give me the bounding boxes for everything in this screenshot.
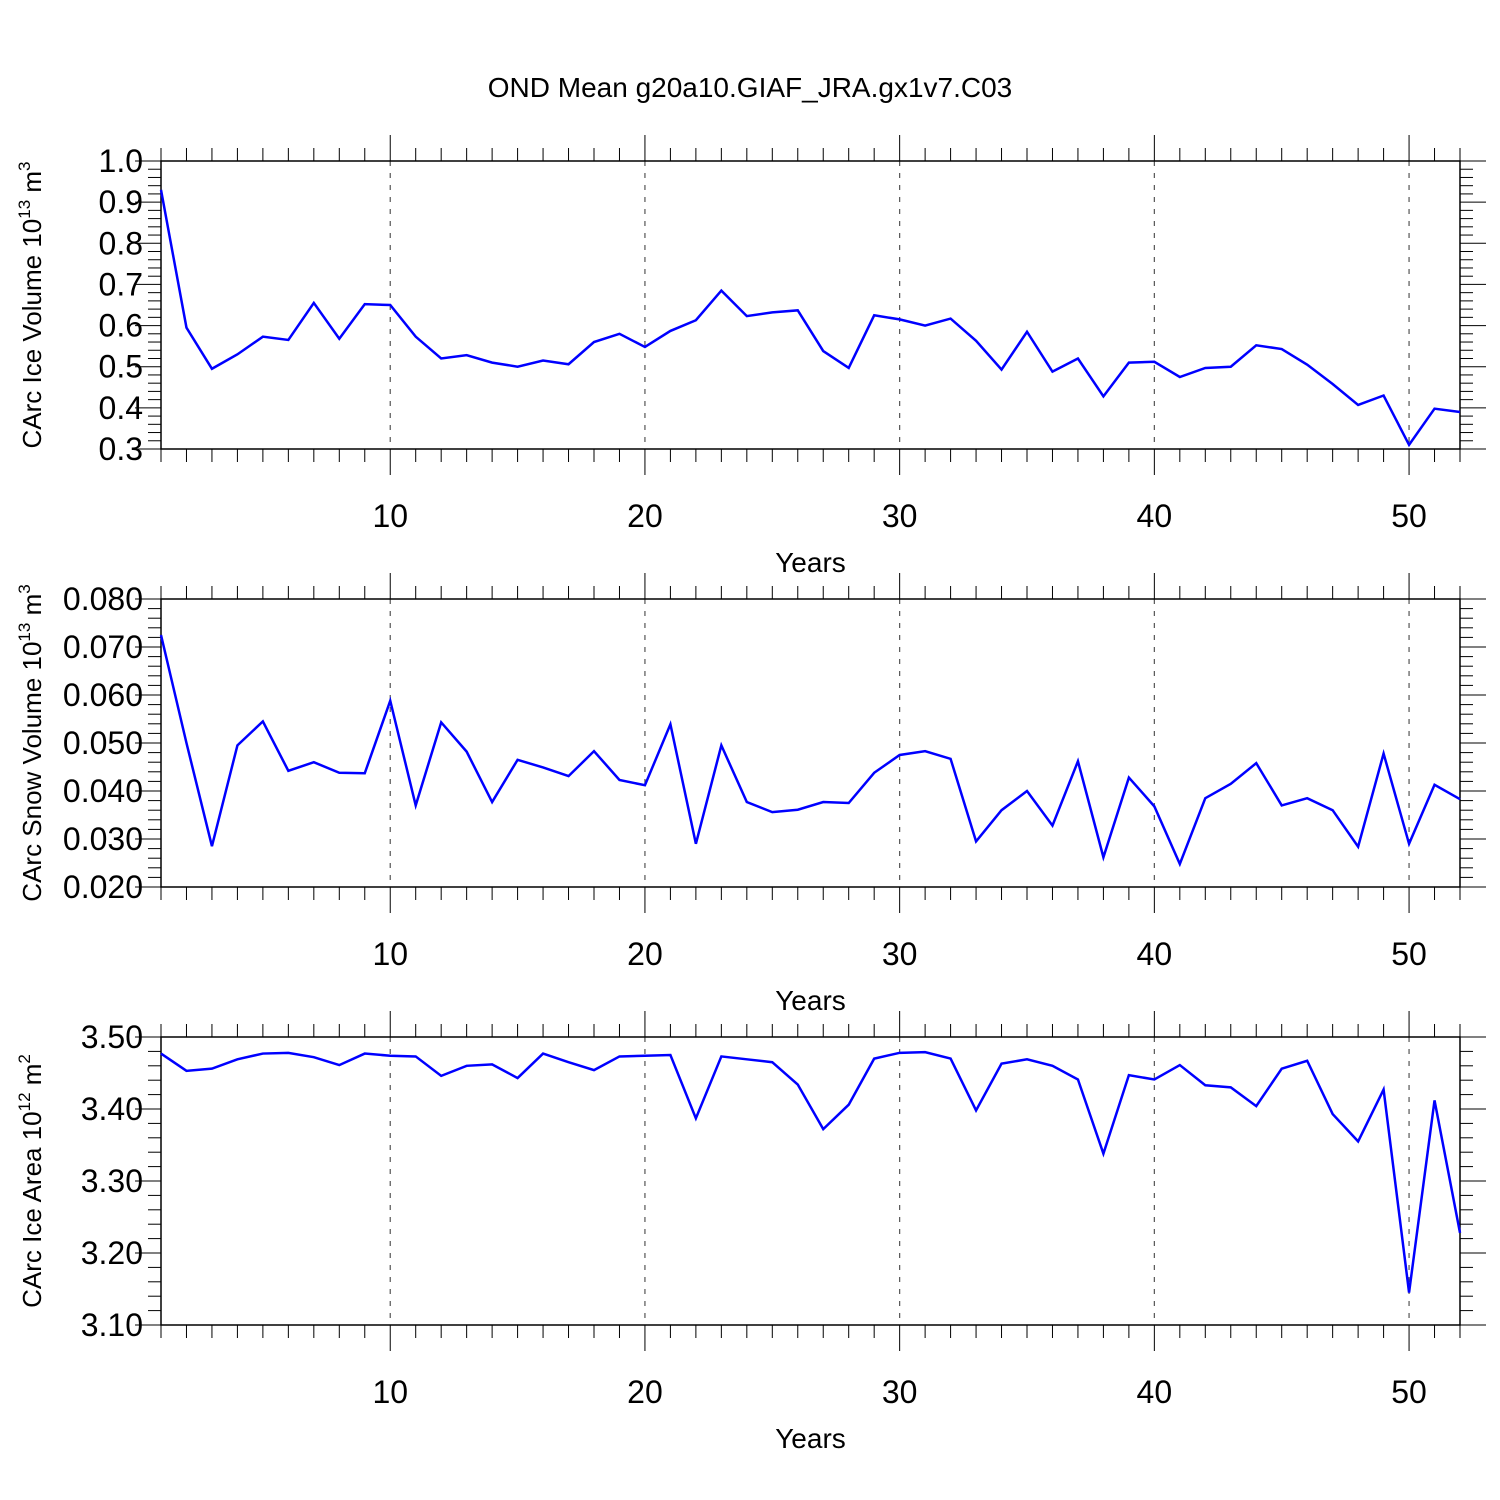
chart-title: OND Mean g20a10.GIAF_JRA.gx1v7.C03 bbox=[488, 72, 1012, 103]
plot-frame bbox=[160, 1036, 1461, 1326]
y-tick-label: 0.6 bbox=[99, 308, 143, 344]
y-axis-label-unit: m bbox=[17, 1064, 47, 1093]
x-tick-label: 40 bbox=[1137, 498, 1173, 534]
y-axis-label-main: CArc Snow Volume 10 bbox=[17, 642, 47, 902]
series-line bbox=[159, 189, 1461, 448]
x-tick-label: 50 bbox=[1391, 936, 1427, 972]
x-axis-label: Years bbox=[775, 547, 846, 578]
y-tick-label: 3.10 bbox=[81, 1307, 143, 1343]
y-tick-label: 0.9 bbox=[99, 184, 143, 220]
x-tick-label: 50 bbox=[1391, 498, 1427, 534]
plot-frame bbox=[160, 160, 1461, 450]
x-axis-label: Years bbox=[775, 985, 846, 1016]
y-axis-label-unit-exponent: 3 bbox=[15, 584, 34, 593]
x-tick-label: 20 bbox=[627, 936, 663, 972]
y-tick-label: 0.3 bbox=[99, 431, 143, 467]
y-tick-label: 0.040 bbox=[63, 773, 143, 809]
y-tick-label: 0.050 bbox=[63, 725, 143, 761]
x-tick-label: 10 bbox=[372, 498, 408, 534]
y-axis-label-unit: m bbox=[17, 594, 47, 623]
x-tick-label: 10 bbox=[372, 1374, 408, 1410]
y-tick-label: 0.070 bbox=[63, 629, 143, 665]
x-tick-label: 10 bbox=[372, 936, 408, 972]
y-tick-label: 0.5 bbox=[99, 349, 143, 385]
series-line bbox=[159, 634, 1461, 868]
x-tick-label: 20 bbox=[627, 498, 663, 534]
y-tick-label: 0.4 bbox=[99, 390, 143, 426]
x-tick-label: 20 bbox=[627, 1374, 663, 1410]
y-tick-label: 3.50 bbox=[81, 1019, 143, 1055]
panel-ice-area: 3.50 3.40 3.30 3.20 3.10 10 20 30 40 50 Years CArc … bbox=[15, 1011, 1486, 1454]
y-tick-label: 0.030 bbox=[63, 821, 143, 857]
x-tick-label: 30 bbox=[882, 936, 918, 972]
y-tick-label: 0.7 bbox=[99, 266, 143, 302]
y-tick-label: 0.060 bbox=[63, 677, 143, 713]
y-tick-label: 0.080 bbox=[63, 581, 143, 617]
y-axis-label: CArc Ice Volume 1013 m3 bbox=[15, 161, 47, 448]
y-axis-label-exponent: 12 bbox=[15, 1092, 34, 1111]
y-axis-label: CArc Ice Area 1012 m2 bbox=[15, 1054, 47, 1308]
y-axis-label-unit-exponent: 2 bbox=[15, 1054, 34, 1063]
y-tick-label: 0.8 bbox=[99, 225, 143, 261]
y-tick-label: 3.40 bbox=[81, 1091, 143, 1127]
x-tick-label: 50 bbox=[1391, 1374, 1427, 1410]
panel-snow-volume: 0.080 0.070 0.060 0.050 0.040 0.030 0.020 10 20 3… bbox=[15, 573, 1486, 1016]
y-axis-label-unit-exponent: 3 bbox=[15, 161, 34, 170]
y-axis-label-unit: m bbox=[17, 171, 47, 200]
y-tick-label: 1.0 bbox=[99, 143, 143, 179]
plot-frame bbox=[160, 598, 1461, 888]
y-tick-label: 0.020 bbox=[63, 869, 143, 905]
y-tick-label: 3.30 bbox=[81, 1163, 143, 1199]
x-tick-label: 40 bbox=[1137, 936, 1173, 972]
x-tick-label: 40 bbox=[1137, 1374, 1173, 1410]
y-axis-label-exponent: 13 bbox=[15, 200, 34, 219]
y-axis-label-exponent: 13 bbox=[15, 623, 34, 642]
y-axis-label-main: CArc Ice Volume 10 bbox=[17, 219, 47, 449]
y-axis-label-main: CArc Ice Area 10 bbox=[17, 1111, 47, 1308]
panel-ice-volume: 1.0 0.9 0.8 0.7 0.6 0.5 0.4 0.3 10 20 30 40 50 Years C… bbox=[15, 135, 1486, 578]
y-tick-label: 3.20 bbox=[81, 1235, 143, 1271]
x-axis-label: Years bbox=[775, 1423, 846, 1454]
series-line bbox=[160, 1050, 1462, 1293]
x-tick-label: 30 bbox=[882, 1374, 918, 1410]
y-axis-label: CArc Snow Volume 1013 m3 bbox=[15, 584, 47, 901]
x-tick-label: 30 bbox=[882, 498, 918, 534]
